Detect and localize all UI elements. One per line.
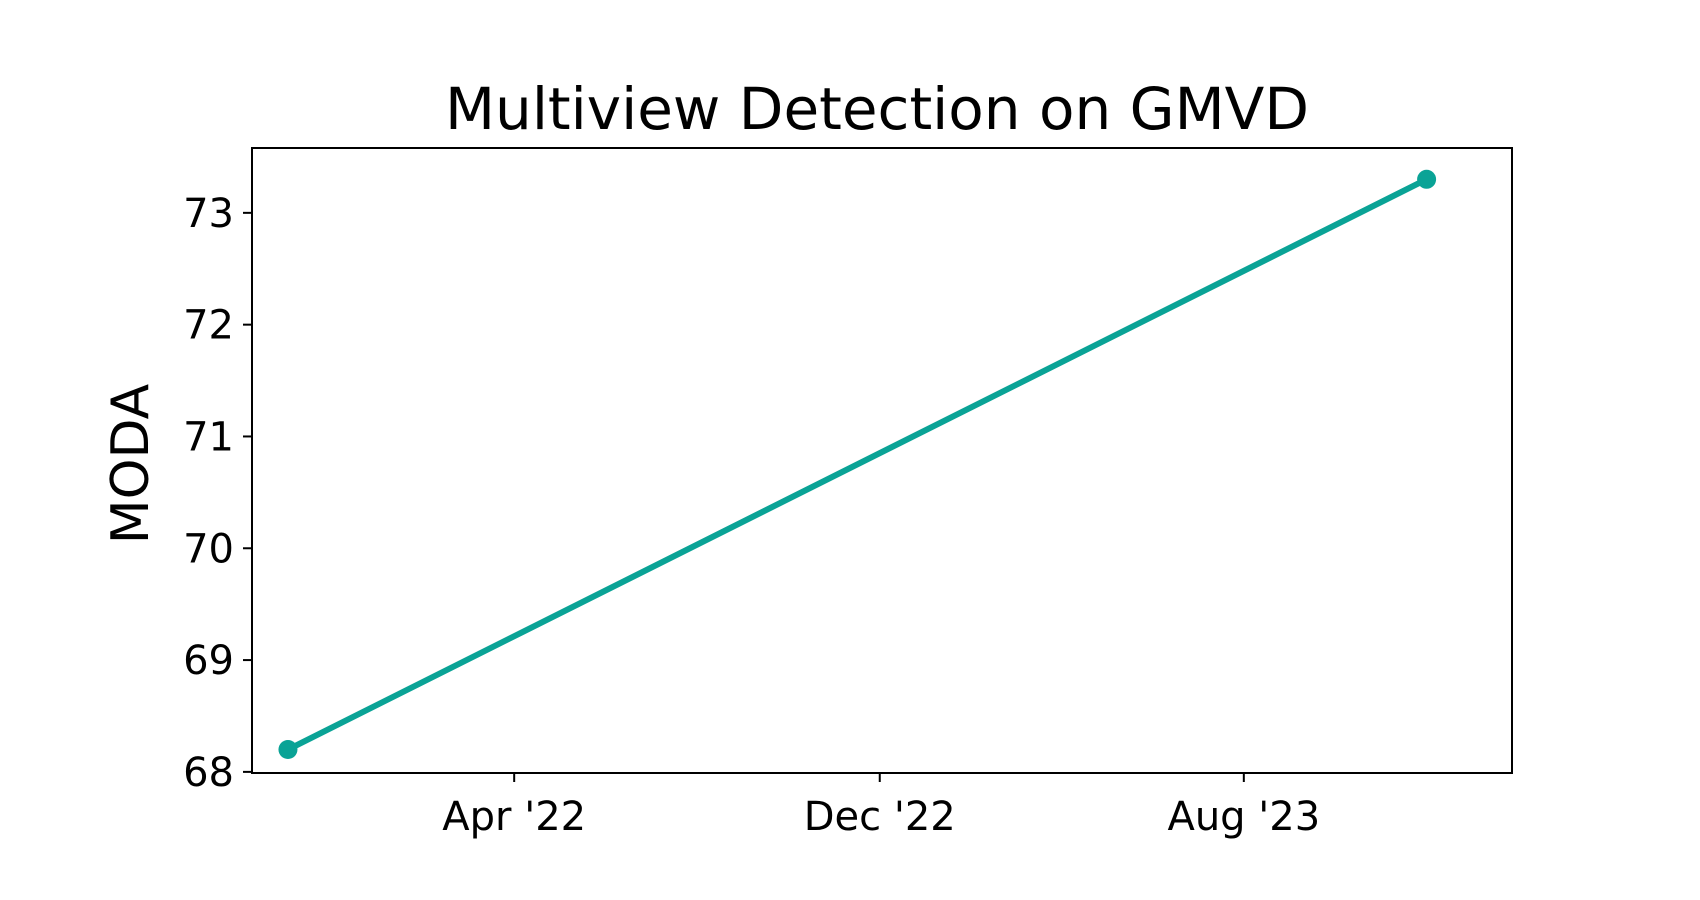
series-line — [284, 176, 1430, 753]
data-point-2 — [1417, 169, 1437, 189]
chart-title: Multiview Detection on GMVD — [445, 75, 1309, 143]
x-tick-label-3: Aug '23 — [1167, 794, 1320, 840]
plot-area: 68 69 70 71 72 73 Apr '22 Dec '22 Aug '23 — [183, 147, 1513, 840]
x-tick-label-2: Dec '22 — [804, 794, 956, 840]
data-point-1 — [278, 740, 298, 760]
y-tick-label-73: 73 — [183, 191, 234, 237]
y-tick-label-71: 71 — [183, 414, 234, 460]
y-tick-label-72: 72 — [183, 303, 234, 349]
x-tick-label-1: Apr '22 — [442, 794, 586, 840]
y-axis-label: MODA — [101, 383, 161, 544]
y-tick-label-68: 68 — [183, 750, 234, 796]
axes-frame — [251, 147, 1513, 774]
y-tick-label-69: 69 — [183, 638, 234, 684]
y-tick-label-70: 70 — [183, 526, 234, 572]
